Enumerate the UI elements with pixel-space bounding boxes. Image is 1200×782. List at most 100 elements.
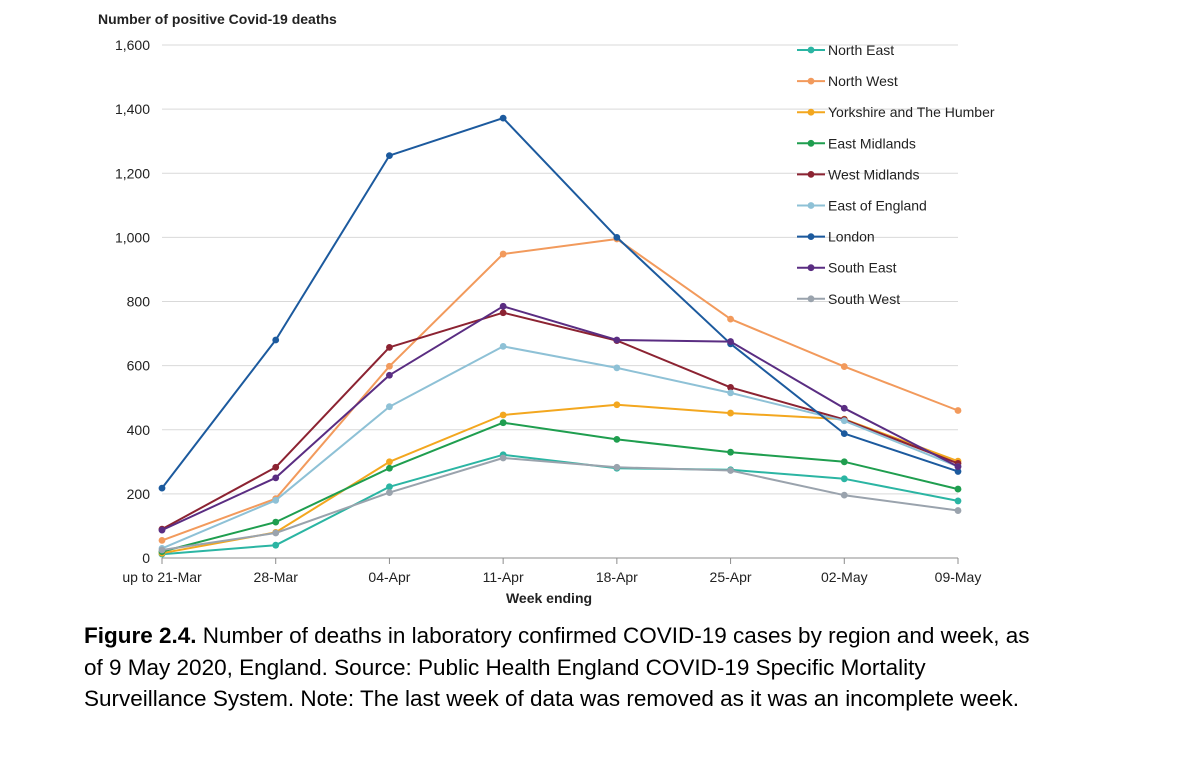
- data-point: [840, 475, 848, 483]
- data-point: [158, 484, 166, 492]
- legend-marker: [807, 202, 815, 209]
- data-point: [158, 546, 166, 554]
- x-tick-label: 02-May: [821, 569, 868, 585]
- legend-label: West Midlands: [828, 166, 920, 182]
- legend-marker: [807, 264, 815, 272]
- y-tick-label: 1,000: [115, 229, 150, 245]
- y-tick-label: 200: [127, 486, 151, 502]
- legend-marker: [807, 108, 815, 116]
- legend-label: North West: [828, 73, 898, 89]
- data-point: [727, 384, 734, 391]
- series-line: [161, 117, 959, 489]
- data-point: [840, 491, 848, 499]
- x-tick-label: up to 21-Mar: [122, 569, 202, 585]
- data-point: [954, 468, 962, 475]
- data-point: [499, 250, 507, 258]
- data-point: [272, 529, 280, 537]
- y-axis-title: Number of positive Covid-19 deaths: [98, 11, 337, 27]
- y-tick-label: 1,400: [115, 101, 150, 117]
- data-point: [613, 336, 621, 344]
- y-tick-label: 400: [127, 422, 151, 438]
- legend-label: East of England: [828, 198, 927, 214]
- x-tick-label: 25-Apr: [710, 569, 752, 585]
- y-tick-label: 1,200: [115, 165, 150, 181]
- series-east-midlands: [158, 419, 962, 555]
- data-point: [499, 309, 507, 317]
- data-point: [613, 401, 621, 409]
- legend-marker: [807, 171, 815, 178]
- series-line: [161, 345, 959, 550]
- series-line: [161, 457, 959, 551]
- x-tick-label: 18-Apr: [596, 569, 638, 585]
- data-point: [613, 435, 621, 443]
- series-line: [161, 311, 959, 530]
- data-point: [499, 342, 507, 350]
- y-tick-label: 1,600: [115, 37, 150, 53]
- data-point: [386, 343, 393, 351]
- data-point: [158, 526, 166, 534]
- data-point: [840, 430, 848, 437]
- data-point: [727, 389, 734, 397]
- legend-label: London: [828, 229, 875, 245]
- data-point: [386, 464, 393, 472]
- figure-caption-text: Number of deaths in laboratory confirmed…: [84, 623, 1030, 711]
- figure-label: Figure 2.4.: [84, 623, 197, 648]
- data-point: [499, 454, 507, 462]
- series-south-west: [158, 454, 962, 554]
- series-line: [161, 305, 959, 532]
- x-tick-label: 09-May: [935, 569, 982, 585]
- data-point: [613, 463, 621, 471]
- series-north-west: [158, 235, 962, 544]
- x-tick-label: 28-Mar: [254, 569, 299, 585]
- data-point: [727, 338, 734, 345]
- data-point: [386, 152, 393, 160]
- data-point: [840, 417, 848, 425]
- data-point: [272, 336, 280, 344]
- data-point: [386, 362, 393, 370]
- data-point: [272, 518, 280, 526]
- data-point: [613, 233, 621, 241]
- legend-marker: [807, 46, 815, 54]
- data-point: [499, 419, 507, 427]
- data-point: [840, 458, 848, 466]
- data-point: [499, 114, 507, 122]
- data-point: [386, 371, 393, 379]
- data-point: [954, 463, 962, 471]
- data-point: [727, 409, 734, 417]
- data-point: [386, 489, 393, 496]
- data-point: [840, 363, 848, 370]
- y-tick-label: 0: [142, 550, 150, 566]
- data-point: [727, 315, 734, 323]
- data-point: [386, 403, 393, 411]
- series-south-east: [158, 302, 962, 534]
- legend-label: North East: [828, 42, 894, 58]
- legend-label: South West: [828, 291, 900, 307]
- legend-marker: [807, 295, 815, 303]
- data-point: [272, 474, 280, 482]
- legend-label: South East: [828, 260, 897, 276]
- data-point: [272, 541, 280, 549]
- series-line: [161, 453, 959, 556]
- legend-label: East Midlands: [828, 135, 916, 151]
- data-point: [954, 485, 962, 493]
- data-point: [727, 467, 734, 474]
- data-point: [386, 483, 393, 491]
- legend-label: Yorkshire and The Humber: [828, 104, 995, 120]
- data-point: [840, 404, 848, 412]
- data-point: [954, 497, 962, 505]
- data-point: [499, 411, 507, 419]
- line-chart: Number of positive Covid-19 deaths 0 200 4…: [98, 11, 995, 606]
- legend-marker: [807, 233, 815, 241]
- data-point: [727, 448, 734, 456]
- y-tick-label: 800: [127, 294, 151, 310]
- series-line: [161, 238, 959, 542]
- data-point: [272, 496, 280, 504]
- legend-marker: [807, 77, 815, 85]
- series-line: [161, 421, 959, 553]
- y-tick-label: 600: [127, 358, 151, 374]
- data-point: [954, 507, 962, 514]
- x-tick-label: 04-Apr: [368, 569, 410, 585]
- data-point: [158, 536, 166, 544]
- data-point: [954, 407, 962, 414]
- x-tick-label: 11-Apr: [483, 569, 524, 585]
